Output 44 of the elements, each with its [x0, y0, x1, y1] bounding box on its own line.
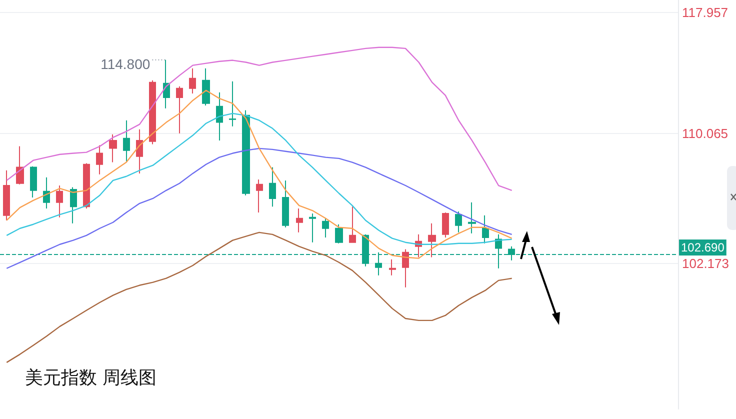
line-series [6, 112, 512, 245]
y-tick-label: 102.173 [682, 256, 729, 271]
candlestick [229, 80, 236, 127]
candlestick [322, 218, 329, 238]
candlestick [428, 222, 436, 258]
annotation: 114.800 [100, 56, 150, 72]
candlestick [163, 59, 170, 109]
candlestick [256, 178, 263, 214]
y-tick-label: 117.957 [682, 4, 728, 20]
candlestick [202, 68, 210, 106]
candlestick [455, 211, 462, 233]
candlestick [402, 248, 409, 288]
candlestick [216, 92, 223, 141]
candlestick [96, 144, 103, 175]
candlestick [109, 134, 117, 163]
y-tick-label: 110.065 [682, 126, 728, 141]
candlestick [309, 213, 316, 243]
candlestick [349, 206, 356, 243]
text: 美元指数 周线图 [25, 368, 157, 388]
candlestick [136, 128, 143, 174]
candlestick [282, 180, 289, 228]
candlestick [56, 185, 63, 218]
line-series [6, 232, 512, 364]
candlestick [242, 110, 250, 196]
candlestick [335, 224, 343, 244]
line-series [6, 46, 512, 192]
candlestick [3, 170, 10, 221]
candlestick [30, 166, 37, 198]
ref-line-label: 102.690 [681, 240, 725, 255]
candlestick [468, 202, 476, 234]
line-series [6, 90, 512, 259]
line-series [6, 148, 512, 269]
candlestick [482, 214, 489, 244]
candlestick [70, 186, 77, 224]
candlestick [123, 120, 130, 162]
candlestick [149, 80, 156, 145]
candlestick [389, 258, 396, 276]
candlestick [176, 86, 183, 134]
candlestick [442, 212, 449, 238]
candlestick [83, 162, 90, 210]
candlestick [269, 166, 276, 208]
candlestick [189, 68, 196, 94]
candlestick [16, 146, 24, 185]
candlestick [296, 208, 303, 233]
